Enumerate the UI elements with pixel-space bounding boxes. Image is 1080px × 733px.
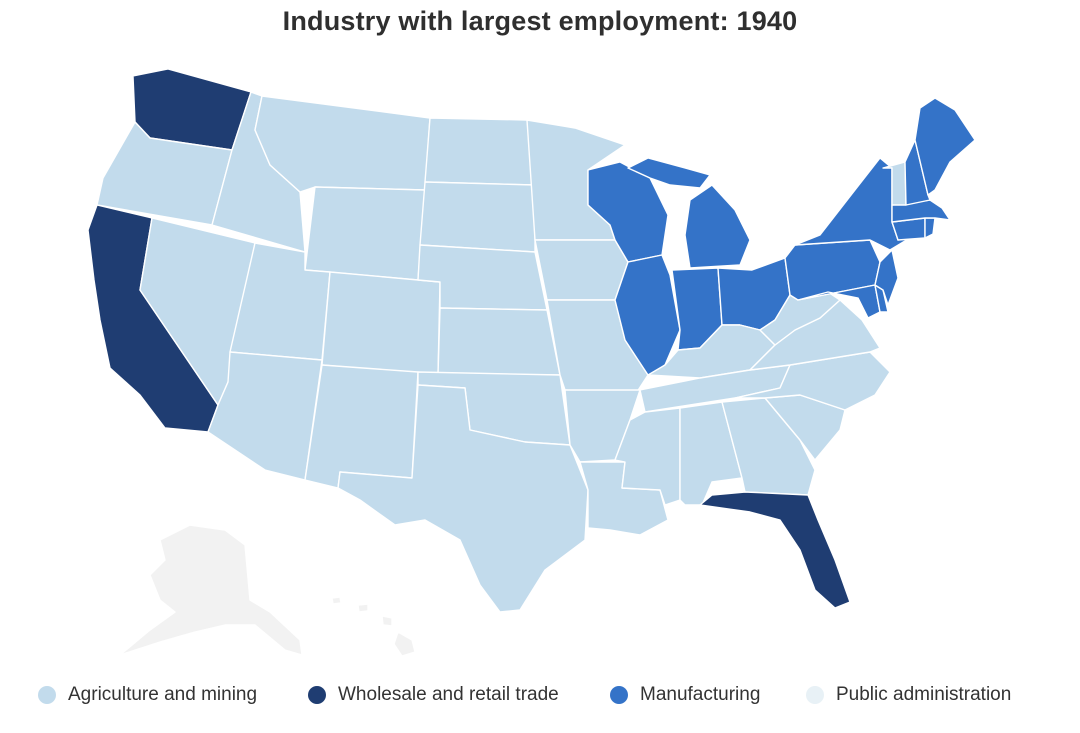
state-florida[interactable] — [699, 491, 851, 609]
legend: Agriculture and mining Wholesale and ret… — [0, 684, 1080, 716]
legend-item-manufacturing[interactable]: Manufacturing — [610, 684, 760, 706]
state-alaska[interactable] — [119, 524, 303, 656]
state-hawaii-maui[interactable] — [381, 615, 393, 627]
state-texas[interactable] — [337, 384, 589, 613]
state-colorado[interactable] — [321, 271, 441, 376]
state-new-hampshire[interactable] — [904, 139, 931, 206]
state-vermont[interactable] — [882, 161, 907, 206]
map-title: Industry with largest employment: 1940 — [282, 6, 798, 36]
legend-item-public[interactable]: Public administration — [806, 684, 1011, 706]
state-hawaii-kauai[interactable] — [331, 596, 342, 605]
state-rhode-island[interactable] — [924, 217, 936, 239]
state-wyoming[interactable] — [304, 186, 426, 281]
legend-item-agriculture[interactable]: Agriculture and mining — [38, 684, 257, 706]
state-new-mexico[interactable] — [304, 364, 419, 489]
state-michigan[interactable] — [684, 184, 751, 269]
legend-swatch-public — [806, 686, 824, 704]
state-maine[interactable] — [914, 97, 976, 196]
legend-label-trade: Wholesale and retail trade — [338, 684, 559, 705]
legend-item-trade[interactable]: Wholesale and retail trade — [308, 684, 559, 706]
state-hawaii-big-island[interactable] — [393, 631, 416, 657]
state-iowa[interactable] — [534, 239, 629, 301]
state-hawaii-oahu[interactable] — [357, 603, 369, 613]
state-new-jersey[interactable] — [874, 249, 899, 306]
legend-label-agriculture: Agriculture and mining — [68, 684, 258, 705]
state-kansas[interactable] — [437, 307, 561, 376]
state-north-dakota[interactable] — [424, 117, 536, 186]
state-west-virginia[interactable] — [759, 291, 841, 346]
state-south-dakota[interactable] — [419, 181, 536, 253]
state-mississippi[interactable] — [614, 407, 681, 506]
legend-label-manufacturing: Manufacturing — [640, 684, 761, 705]
state-michigan-upper[interactable] — [627, 157, 711, 189]
legend-swatch-manufacturing — [610, 686, 628, 704]
legend-label-public: Public administration — [836, 684, 1012, 705]
state-north-carolina[interactable] — [734, 351, 891, 411]
legend-swatch-agriculture — [38, 686, 56, 704]
legend-swatch-trade — [308, 686, 326, 704]
